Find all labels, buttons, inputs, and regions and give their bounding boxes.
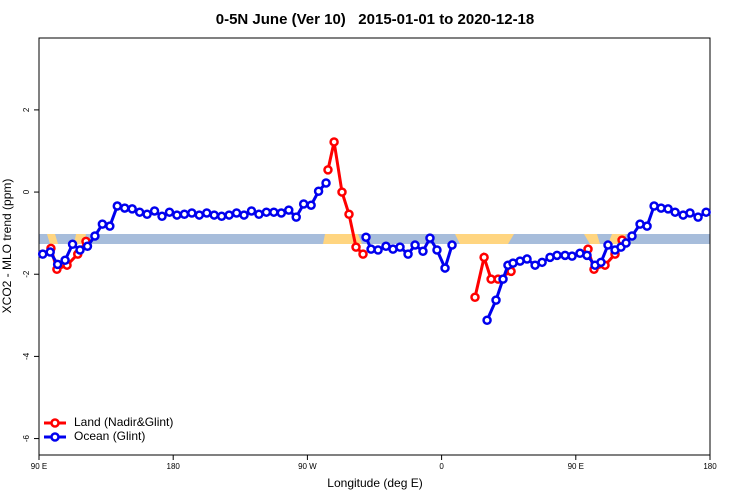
data-point xyxy=(361,232,371,243)
data-point xyxy=(246,206,257,216)
x-tick-label: 90 W xyxy=(298,462,317,471)
data-point xyxy=(231,208,242,218)
data-point xyxy=(358,249,368,259)
data-point xyxy=(97,219,108,229)
data-point xyxy=(470,292,480,302)
data-point xyxy=(522,254,532,264)
data-point xyxy=(172,210,182,220)
data-point xyxy=(52,259,63,270)
data-point xyxy=(82,241,93,252)
data-point xyxy=(209,210,219,220)
data-point xyxy=(254,209,264,219)
data-point xyxy=(323,165,333,175)
data-point xyxy=(642,221,652,231)
data-point xyxy=(410,240,420,250)
y-axis-label: XCO2 - MLO trend (ppm) xyxy=(0,179,14,314)
data-point xyxy=(432,245,442,255)
data-point xyxy=(685,208,695,218)
data-point xyxy=(90,231,100,241)
data-point xyxy=(202,208,212,218)
data-point xyxy=(621,238,631,248)
data-point xyxy=(291,212,301,222)
map-band xyxy=(39,234,710,244)
data-point xyxy=(447,240,457,250)
data-point xyxy=(373,245,383,255)
data-point xyxy=(418,246,428,256)
legend-marker xyxy=(50,418,60,428)
legend-label: Land (Nadir&Glint) xyxy=(74,415,173,429)
data-point xyxy=(403,249,413,259)
data-point xyxy=(440,263,450,273)
data-point xyxy=(298,199,309,209)
data-point xyxy=(582,250,592,261)
data-point xyxy=(119,203,130,213)
data-point xyxy=(670,207,680,217)
data-point xyxy=(306,200,316,210)
data-point xyxy=(351,242,361,252)
data-point xyxy=(337,187,347,197)
y-tick-label: 0 xyxy=(22,189,31,194)
data-point xyxy=(491,295,501,305)
y-tick-label: -6 xyxy=(22,434,31,442)
data-point xyxy=(179,209,190,219)
legend-marker xyxy=(50,432,60,442)
data-point xyxy=(127,204,137,214)
series-line xyxy=(49,141,624,298)
data-point xyxy=(187,208,197,218)
data-point xyxy=(67,239,78,249)
data-point xyxy=(261,207,272,217)
y-tick-label: -4 xyxy=(22,352,31,360)
data-point xyxy=(627,231,637,241)
data-point xyxy=(329,137,339,147)
data-point xyxy=(216,211,227,222)
data-point xyxy=(567,251,577,261)
data-point xyxy=(45,247,55,257)
data-point xyxy=(701,207,711,217)
x-tick-label: 90 E xyxy=(31,462,47,471)
data-point xyxy=(276,208,287,218)
plot-frame xyxy=(38,37,711,456)
data-point xyxy=(313,186,324,196)
data-point xyxy=(112,201,123,211)
data-point xyxy=(194,210,205,220)
data-point xyxy=(224,210,234,220)
data-point xyxy=(142,209,152,219)
data-point xyxy=(479,252,489,263)
data-point xyxy=(603,240,613,250)
data-point xyxy=(537,257,547,268)
data-point xyxy=(321,178,331,188)
data-point xyxy=(284,205,294,215)
data-point xyxy=(60,255,70,266)
chart-title: 0-5N June (Ver 10) 2015-01-01 to 2020-12… xyxy=(216,11,535,28)
data-point xyxy=(157,211,167,222)
y-tick-label: -2 xyxy=(22,270,31,278)
x-axis-label: Longitude (deg E) xyxy=(327,476,422,490)
y-tick-label: 2 xyxy=(22,107,31,112)
data-point xyxy=(693,212,703,222)
data-point xyxy=(344,209,354,219)
data-point xyxy=(482,315,492,325)
data-point xyxy=(149,206,160,216)
x-tick-label: 0 xyxy=(439,462,444,471)
data-point xyxy=(37,249,48,259)
data-point xyxy=(75,245,85,255)
data-point xyxy=(663,204,673,214)
data-point xyxy=(425,233,435,243)
data-point xyxy=(552,250,562,261)
data-point xyxy=(269,207,279,217)
data-point xyxy=(105,221,115,231)
legend-label: Ocean (Glint) xyxy=(74,429,145,443)
data-point xyxy=(134,207,145,217)
data-point xyxy=(164,207,175,217)
data-point xyxy=(596,257,606,268)
data-point xyxy=(239,210,249,220)
x-tick-label: 180 xyxy=(167,462,181,471)
data-point xyxy=(498,274,508,284)
data-point xyxy=(395,242,405,252)
x-tick-label: 90 E xyxy=(568,462,584,471)
x-tick-label: 180 xyxy=(703,462,717,471)
